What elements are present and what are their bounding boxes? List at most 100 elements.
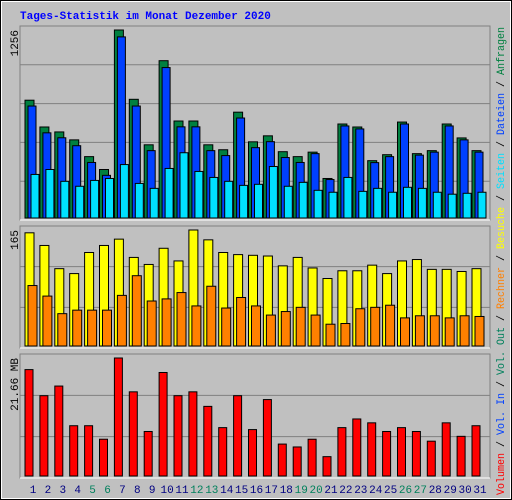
x-tick-label: 23: [354, 485, 367, 497]
legend-separator: /: [496, 375, 508, 393]
bar: [105, 177, 114, 219]
bar: [456, 435, 466, 477]
x-tick-label: 28: [429, 485, 442, 497]
x-tick-label: 21: [324, 485, 338, 497]
bar: [87, 309, 98, 347]
bar: [441, 422, 451, 477]
legend-entry: Rechner: [496, 267, 508, 309]
bar: [310, 314, 321, 347]
bar: [313, 189, 323, 219]
legend-entry: Seiten: [496, 153, 508, 189]
x-tick-label: 29: [444, 485, 457, 497]
x-tick-label: 25: [384, 485, 397, 497]
bar: [84, 425, 94, 477]
x-tick-label: 2: [45, 485, 52, 497]
bar: [367, 422, 377, 477]
bar: [382, 430, 392, 477]
bar: [262, 399, 272, 477]
bar: [254, 183, 263, 219]
x-tick-label: 1: [30, 485, 37, 497]
bar: [128, 391, 138, 477]
bar: [462, 192, 472, 219]
bar: [119, 164, 129, 219]
bar: [292, 446, 302, 477]
legend-entry: Vol. In: [496, 393, 508, 435]
side-legend: Volumen / Vol. In / Vol. Out / Rechner /…: [496, 27, 508, 495]
legend-separator: /: [496, 435, 508, 453]
x-tick-label: 18: [280, 485, 293, 497]
x-tick-label: 16: [250, 485, 263, 497]
x-tick-label: 6: [104, 485, 111, 497]
x-tick-label: 9: [149, 485, 156, 497]
x-tick-label: 11: [175, 485, 189, 497]
bar: [417, 187, 427, 219]
bar: [343, 176, 353, 219]
bar: [158, 371, 168, 477]
bar: [206, 285, 217, 347]
bar: [90, 179, 100, 219]
bar: [248, 429, 257, 477]
bar: [30, 173, 40, 219]
bar: [370, 306, 381, 347]
x-tick-label: 26: [399, 485, 412, 497]
bar: [298, 181, 308, 219]
x-tick-label: 15: [235, 485, 248, 497]
bar: [307, 438, 317, 477]
bar: [54, 385, 64, 477]
x-tick-label: 20: [309, 485, 322, 497]
y-tick-label: 21.66 MB: [10, 358, 22, 411]
bar: [265, 314, 276, 347]
bar: [194, 170, 204, 219]
legend-separator: /: [496, 249, 508, 267]
x-tick-label: 10: [160, 485, 173, 497]
bar: [233, 395, 243, 477]
x-tick-label: 30: [458, 485, 471, 497]
bar: [352, 418, 362, 477]
bar: [60, 180, 70, 219]
bar: [57, 313, 68, 347]
bar: [42, 295, 53, 347]
bar: [218, 427, 228, 477]
bar: [72, 309, 83, 347]
legend-separator: /: [496, 309, 508, 327]
bar: [328, 191, 338, 219]
x-tick-label: 31: [473, 485, 487, 497]
bar: [179, 152, 189, 219]
bar: [143, 430, 153, 477]
bar: [426, 440, 436, 477]
bar: [69, 425, 79, 477]
legend-entry: Vol. Out: [496, 327, 508, 375]
bar: [116, 294, 127, 347]
bar: [224, 180, 234, 219]
bar: [236, 296, 247, 347]
bar: [373, 187, 383, 219]
bar: [400, 317, 410, 347]
bar: [295, 306, 306, 347]
bar: [239, 184, 249, 219]
y-tick-label: 1256: [10, 30, 22, 56]
bar: [75, 185, 85, 219]
bar: [188, 391, 198, 477]
bar: [322, 456, 332, 477]
x-tick-label: 22: [339, 485, 352, 497]
x-tick-label: 17: [265, 485, 278, 497]
bar: [432, 191, 442, 219]
bar: [283, 185, 293, 219]
bar: [388, 191, 398, 219]
bar: [268, 166, 278, 219]
bar: [429, 315, 440, 347]
legend-separator: /: [496, 135, 508, 153]
bar: [277, 443, 287, 477]
x-tick-label: 19: [295, 485, 308, 497]
bar: [149, 187, 159, 219]
bar: [134, 182, 144, 219]
x-tick-label: 13: [205, 485, 218, 497]
bar: [176, 292, 187, 347]
legend-entry: Dateien: [496, 93, 508, 135]
bar: [280, 311, 291, 347]
bar: [173, 395, 183, 477]
x-tick-label: 12: [190, 485, 203, 497]
